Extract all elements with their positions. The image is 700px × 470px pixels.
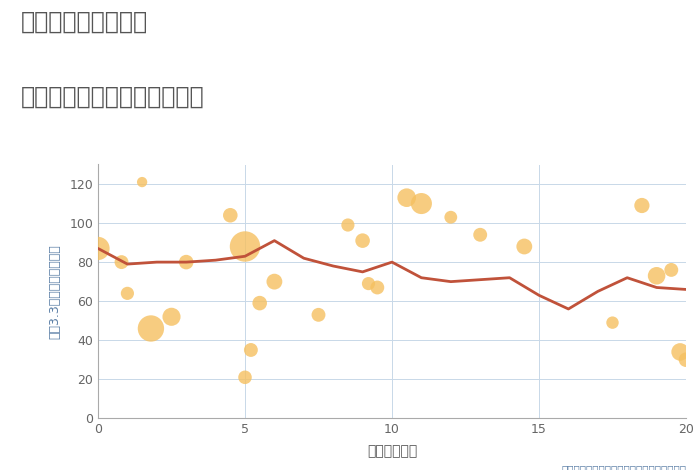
Point (239, 243, 251, 250)
Text: 円の大きさは、取引のあった物件面積を示す: 円の大きさは、取引のあった物件面積を示す (561, 464, 686, 470)
Point (445, 213, 456, 221)
Point (675, 348, 686, 356)
Point (225, 212, 236, 219)
Point (269, 278, 280, 285)
Point (636, 202, 648, 209)
Point (651, 272, 662, 280)
Text: 三重県津市稲葉町の: 三重県津市稲葉町の (21, 9, 148, 33)
Point (254, 299, 265, 307)
Point (372, 284, 383, 291)
Y-axis label: 坪（3.3㎡）単価（万円）: 坪（3.3㎡）単価（万円） (48, 244, 61, 339)
Text: 駅距離別中古マンション価格: 駅距離別中古マンション価格 (21, 85, 204, 109)
Point (116, 258, 127, 266)
Point (357, 237, 368, 244)
Point (245, 346, 256, 354)
Point (239, 374, 251, 381)
X-axis label: 駅距離（分）: 駅距離（分） (367, 445, 417, 459)
Point (519, 243, 530, 250)
Point (136, 178, 148, 186)
Point (92, 245, 104, 252)
Point (680, 356, 692, 363)
Point (146, 325, 157, 332)
Point (607, 319, 618, 326)
Point (166, 313, 177, 321)
Point (181, 258, 192, 266)
Point (416, 200, 427, 207)
Point (342, 221, 354, 229)
Point (401, 194, 412, 202)
Point (666, 266, 677, 274)
Point (122, 290, 133, 297)
Point (475, 231, 486, 239)
Point (313, 311, 324, 319)
Point (363, 280, 374, 287)
